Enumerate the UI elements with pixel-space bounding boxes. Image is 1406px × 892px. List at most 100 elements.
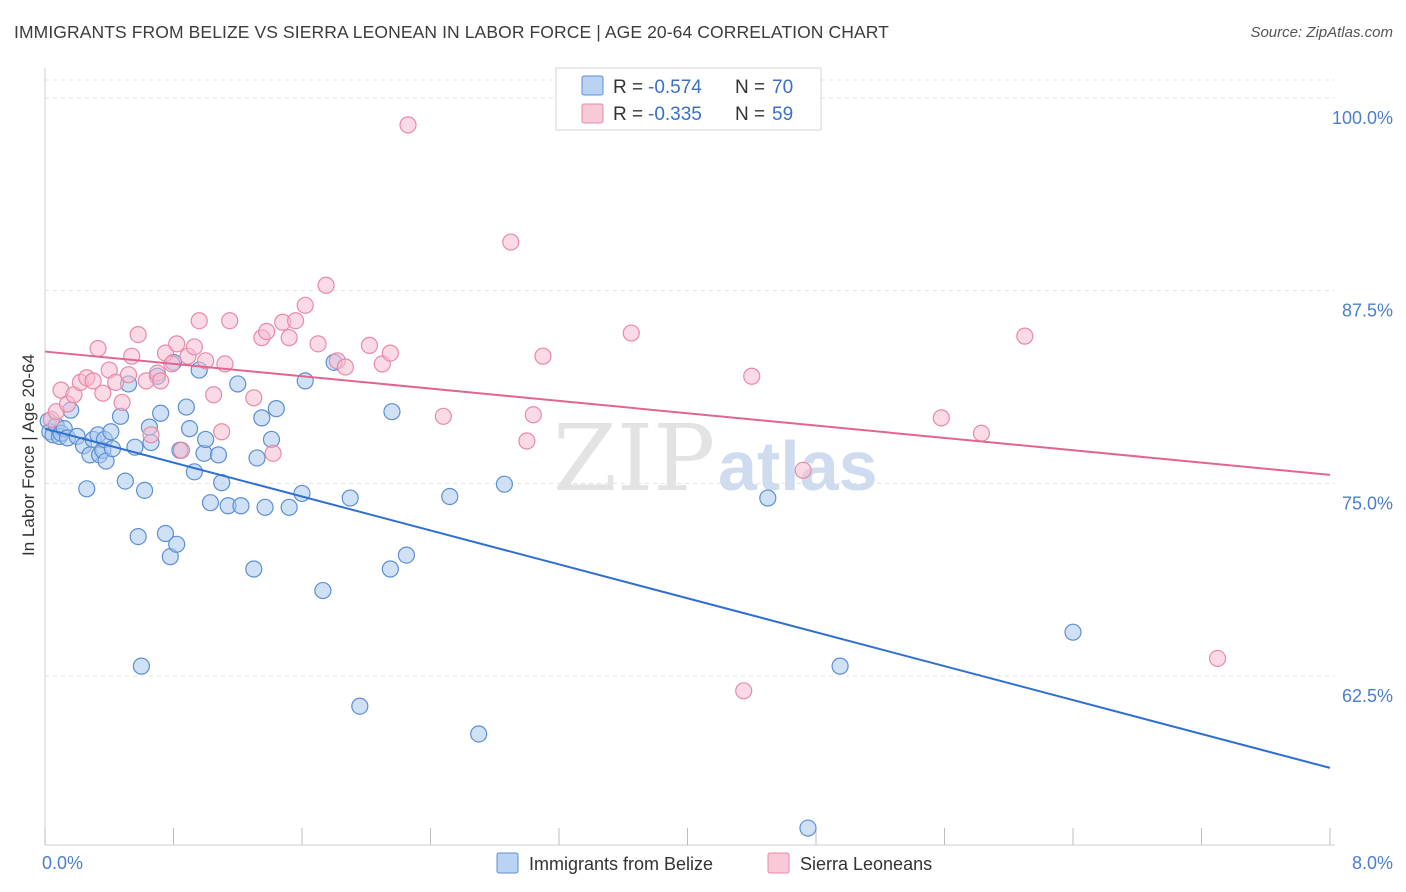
point-sierra [190, 312, 208, 330]
point-sierra [381, 344, 399, 362]
point-belize [293, 484, 311, 503]
point-sierra [1208, 649, 1227, 668]
point-belize [381, 560, 399, 578]
bottom-legend-swatch-sierra [767, 852, 790, 874]
point-sierra [280, 329, 298, 347]
point-belize [253, 409, 271, 427]
chart-source: Source: ZipAtlas.com [1250, 24, 1393, 41]
point-sierra [119, 366, 138, 384]
point-sierra [336, 358, 354, 376]
legend-swatch-belize [581, 75, 604, 96]
point-belize [156, 524, 175, 543]
point-belize [248, 449, 266, 467]
watermark: ZIP atlas [553, 405, 878, 512]
point-belize [341, 489, 359, 507]
legend-swatch-sierra [581, 103, 604, 124]
point-sierra [794, 461, 812, 479]
point-sierra [172, 441, 191, 459]
point-belize [799, 819, 817, 837]
watermark-zip: ZIP [553, 405, 715, 512]
point-sierra [317, 276, 335, 294]
point-sierra [622, 324, 640, 342]
chart-title: IMMIGRANTS FROM BELIZE VS SIERRA LEONEAN… [14, 22, 889, 42]
point-sierra [113, 393, 131, 412]
point-sierra [205, 386, 223, 404]
point-belize [197, 430, 215, 449]
point-belize [759, 489, 777, 507]
point-sierra [296, 296, 314, 314]
x-tick-label-max: 8.0% [1352, 853, 1393, 873]
point-belize [314, 581, 332, 600]
point-belize [201, 494, 220, 512]
point-belize [245, 560, 263, 578]
point-belize [256, 498, 274, 516]
point-belize [232, 497, 250, 515]
point-sierra [502, 233, 520, 251]
bottom-legend: Immigrants from Belize Sierra Leoneans [496, 852, 932, 874]
point-sierra [213, 423, 231, 441]
legend-n-label-belize: N = [735, 77, 765, 98]
point-sierra [129, 325, 147, 344]
grid-lines [45, 79, 1335, 677]
bottom-legend-label-sierra: Sierra Leoneans [800, 854, 932, 874]
point-sierra [399, 116, 417, 134]
point-sierra [524, 406, 542, 424]
point-sierra [89, 339, 107, 358]
y-tick-label: 100.0% [1332, 108, 1393, 128]
point-belize [102, 423, 120, 441]
bottom-legend-label-belize: Immigrants from Belize [529, 854, 713, 874]
point-belize [180, 420, 199, 438]
point-belize [78, 480, 96, 498]
point-belize [229, 375, 247, 393]
point-belize [441, 487, 459, 506]
point-belize [470, 725, 488, 743]
point-sierra [84, 372, 102, 390]
point-belize [1064, 623, 1082, 641]
y-tick-label: 87.5% [1342, 301, 1393, 321]
point-sierra [932, 409, 950, 427]
point-belize [831, 657, 849, 675]
point-belize [209, 446, 228, 464]
point-belize [116, 472, 134, 490]
point-sierra [152, 372, 170, 390]
point-sierra [245, 389, 263, 407]
point-belize [383, 403, 401, 421]
point-sierra [258, 322, 276, 341]
legend-r-label-sierra: R = [613, 104, 643, 125]
legend-n-label-sierra: N = [735, 104, 765, 125]
point-belize [351, 697, 369, 715]
point-sierra [972, 424, 991, 442]
point-belize [135, 481, 154, 499]
bottom-legend-swatch-belize [496, 852, 519, 874]
point-sierra [286, 312, 305, 330]
top-legend: R = -0.574 N = 70 R = -0.335 N = 59 [555, 67, 822, 131]
point-belize [267, 400, 285, 418]
point-belize [495, 475, 513, 493]
point-belize [397, 546, 416, 564]
point-sierra [309, 335, 327, 353]
point-sierra [534, 347, 552, 365]
y-axis-title: In Labor Force | Age 20-64 [19, 354, 38, 556]
legend-r-value-belize: -0.574 [648, 77, 702, 98]
legend-n-value-sierra: 59 [772, 104, 793, 125]
legend-r-label-belize: R = [613, 77, 643, 98]
point-belize [132, 657, 150, 675]
point-sierra [185, 338, 203, 356]
y-tick-label: 62.5% [1342, 686, 1393, 706]
point-belize [152, 404, 170, 422]
point-sierra [168, 335, 186, 353]
point-belize [177, 398, 195, 416]
point-sierra [94, 384, 112, 402]
point-belize [129, 527, 147, 546]
x-tick-label-min: 0.0% [42, 853, 83, 873]
point-sierra [221, 312, 239, 330]
legend-n-value-belize: 70 [772, 77, 793, 98]
point-belize [168, 535, 186, 553]
legend-r-value-sierra: -0.335 [648, 104, 702, 125]
point-sierra [735, 682, 753, 700]
point-sierra [743, 367, 761, 385]
point-sierra [434, 407, 452, 425]
point-sierra [107, 373, 125, 391]
point-sierra [123, 347, 141, 365]
